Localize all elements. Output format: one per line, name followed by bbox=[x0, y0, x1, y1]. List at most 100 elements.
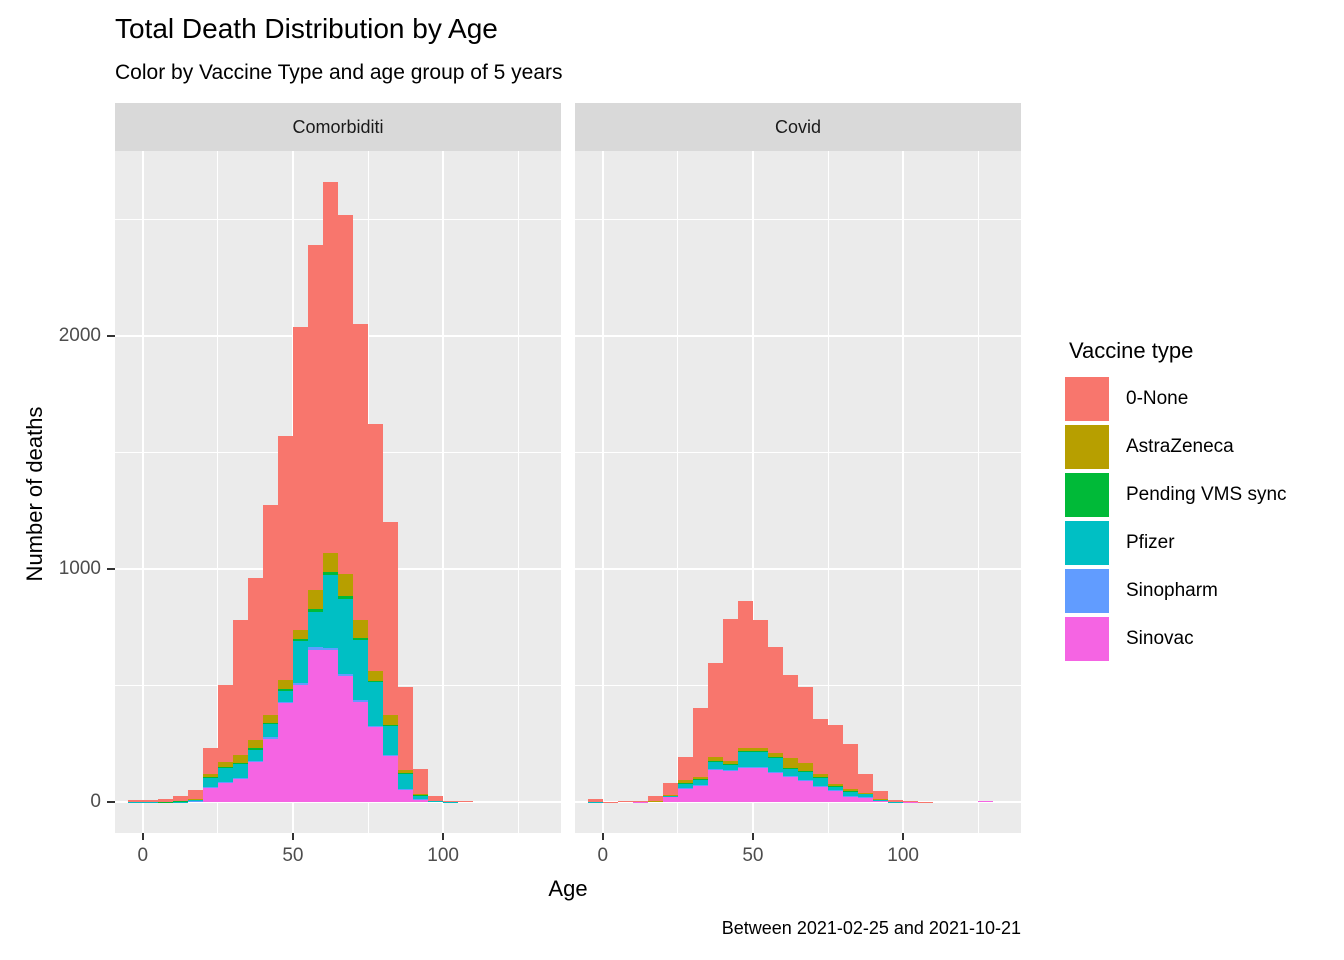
bar-segment bbox=[647, 800, 663, 802]
legend-swatch bbox=[1065, 377, 1109, 421]
bar-segment bbox=[142, 801, 158, 803]
bar-segment bbox=[443, 800, 459, 802]
bar-segment bbox=[767, 752, 783, 758]
bar-segment bbox=[217, 782, 233, 802]
bar-segment bbox=[292, 639, 308, 642]
legend-item: Sinovac bbox=[1065, 617, 1340, 661]
x-axis-title: Age bbox=[548, 876, 588, 901]
bar-segment bbox=[247, 762, 263, 802]
bar-segment bbox=[752, 767, 768, 769]
bar-segment bbox=[752, 748, 768, 752]
bar-segment bbox=[217, 685, 233, 763]
x-tick-label: 0 bbox=[137, 845, 149, 866]
bar-segment bbox=[398, 686, 414, 770]
bar-segment bbox=[798, 763, 814, 771]
bar-segment bbox=[587, 801, 603, 803]
bar-segment bbox=[338, 573, 354, 597]
bar-segment bbox=[232, 778, 248, 802]
bar-segment bbox=[737, 600, 753, 748]
bar-segment bbox=[172, 801, 188, 803]
bar-segment bbox=[142, 800, 158, 802]
bar-segment bbox=[322, 571, 338, 575]
bar-segment bbox=[322, 182, 338, 553]
bar-segment bbox=[398, 772, 414, 774]
bar-segment bbox=[262, 504, 278, 715]
bar-segment bbox=[858, 793, 874, 798]
bar-segment bbox=[353, 620, 369, 639]
bar-segment bbox=[383, 756, 399, 802]
bar-segment bbox=[338, 214, 354, 574]
bar-segment bbox=[292, 629, 308, 640]
bar-segment bbox=[707, 663, 723, 757]
bar-segment bbox=[202, 747, 218, 774]
bar-segment bbox=[662, 783, 678, 795]
legend-swatch bbox=[1065, 521, 1109, 565]
bar-segment bbox=[262, 739, 278, 802]
bar-segment bbox=[292, 641, 308, 684]
bar-segment bbox=[202, 773, 218, 778]
x-tick-label: 100 bbox=[427, 845, 459, 866]
gridline-major-y bbox=[575, 567, 1021, 570]
bar-segment bbox=[307, 649, 323, 802]
bar-segment bbox=[307, 589, 323, 610]
bar-segment bbox=[813, 777, 829, 779]
bar-segment bbox=[873, 799, 889, 802]
bar-segment bbox=[353, 640, 369, 701]
bar-segment bbox=[247, 578, 263, 740]
x-tick-mark bbox=[442, 833, 445, 840]
legend-label: Sinovac bbox=[1126, 628, 1194, 649]
bar-segment bbox=[843, 791, 859, 793]
bar-segment bbox=[767, 757, 783, 759]
bar-segment bbox=[383, 522, 399, 716]
bar-segment bbox=[918, 801, 934, 803]
x-tick-label: 0 bbox=[597, 845, 609, 866]
bar-segment bbox=[232, 763, 248, 765]
bar-segment bbox=[383, 726, 399, 756]
bar-segment bbox=[662, 797, 678, 802]
legend-item: AstraZeneca bbox=[1065, 425, 1340, 469]
bar-segment bbox=[383, 755, 399, 757]
bar-segment bbox=[232, 764, 248, 778]
bar-segment bbox=[782, 776, 798, 777]
gridline-major-y bbox=[575, 801, 1021, 803]
legend-item: Sinopharm bbox=[1065, 569, 1340, 613]
legend-item: 0-None bbox=[1065, 377, 1340, 421]
y-tick-label: 2000 bbox=[58, 324, 101, 346]
bar-segment bbox=[662, 795, 678, 798]
bar-segment bbox=[217, 767, 233, 782]
bar-segment bbox=[368, 424, 384, 671]
bar-segment bbox=[398, 788, 414, 790]
bar-segment bbox=[677, 783, 693, 785]
plot-title: Total Death Distribution by Age bbox=[115, 13, 498, 44]
bar-segment bbox=[262, 714, 278, 723]
x-tick-label: 50 bbox=[742, 845, 764, 866]
bar-segment bbox=[353, 701, 369, 802]
facet-strip: Covid bbox=[575, 103, 1021, 151]
bar-segment bbox=[813, 786, 829, 787]
legend-title: Vaccine type bbox=[1069, 338, 1194, 363]
bar-segment bbox=[187, 799, 203, 801]
bar-segment bbox=[413, 769, 429, 795]
bar-segment bbox=[368, 725, 384, 727]
bar-segment bbox=[353, 700, 369, 702]
bar-segment bbox=[707, 760, 723, 769]
bar-segment bbox=[692, 776, 708, 780]
gridline-minor-y bbox=[575, 451, 1021, 453]
x-tick-mark bbox=[751, 833, 754, 840]
bar-segment bbox=[798, 770, 814, 772]
bar-segment bbox=[873, 799, 889, 801]
bar-segment bbox=[888, 799, 904, 802]
y-tick-mark bbox=[107, 567, 115, 570]
bar-segment bbox=[722, 764, 738, 766]
bar-segment bbox=[843, 796, 859, 802]
bar-segment bbox=[127, 801, 143, 803]
facet-label: Comorbiditi bbox=[292, 116, 384, 137]
bar-segment bbox=[707, 756, 723, 761]
bar-segment bbox=[737, 751, 753, 768]
bar-segment bbox=[217, 781, 233, 783]
gridline-minor-x bbox=[827, 151, 829, 833]
bar-segment bbox=[217, 762, 233, 768]
plot-subtitle: Color by Vaccine Type and age group of 5… bbox=[115, 61, 563, 84]
plot-caption: Between 2021-02-25 and 2021-10-21 bbox=[721, 918, 1021, 938]
